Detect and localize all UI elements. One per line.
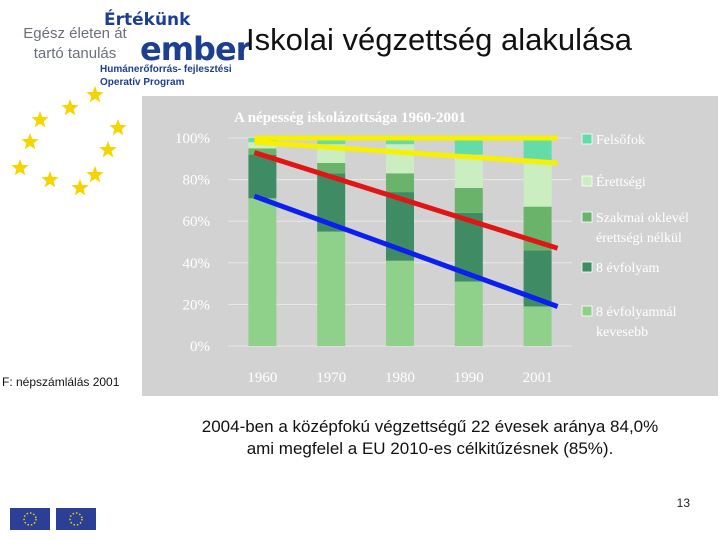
x-tick-label: 1970 xyxy=(316,370,346,386)
eu-flag-icon xyxy=(56,508,96,530)
trend-line xyxy=(253,193,559,309)
legend-swatch xyxy=(581,305,593,317)
x-tick-label: 1960 xyxy=(247,370,277,386)
trend-line xyxy=(253,150,559,251)
source-note: F: népszámlálás 2001 xyxy=(2,375,140,395)
caption: 2004-ben a középfokú végzettségű 22 éves… xyxy=(150,416,710,460)
page-number: 13 xyxy=(676,496,690,510)
star-icon xyxy=(86,86,104,103)
slide-title: Iskolai végzettség alakulása xyxy=(246,22,633,57)
y-tick-label: 20% xyxy=(183,297,211,313)
legend-label: Felsőfok xyxy=(596,133,645,148)
bar-segment xyxy=(386,260,414,346)
bar-segment xyxy=(386,173,414,193)
brand-line2: ember xyxy=(140,30,251,68)
legend-swatch xyxy=(581,261,593,273)
legend-label: 8 évfolyamnál kevesebb xyxy=(596,305,677,340)
bar-segment xyxy=(248,142,277,149)
bar-segment xyxy=(386,144,414,174)
bar-segment xyxy=(317,162,346,174)
x-tick-label: 1990 xyxy=(454,370,484,386)
logo-left-line1: Egész életen át xyxy=(23,25,127,42)
y-tick-label: 0% xyxy=(190,339,210,355)
y-tick-label: 100% xyxy=(175,131,210,147)
logo-left-line2: tartó tanulás xyxy=(33,45,117,62)
y-tick-label: 60% xyxy=(183,214,211,230)
y-tick-label: 40% xyxy=(183,256,211,272)
eu-stars-decoration xyxy=(11,86,127,196)
star-icon xyxy=(41,171,59,188)
caption-line2: ami megfelel a EU 2010-es célkitűzésnek … xyxy=(246,439,614,458)
brand-line4: Operatív Program xyxy=(100,77,185,88)
legend-label: Érettségi xyxy=(596,173,646,190)
bar-segment xyxy=(523,162,552,207)
bar-segment xyxy=(317,231,346,346)
legend-label: Szakmai oklevél érettségi nélkül xyxy=(596,211,689,246)
bar-segment xyxy=(248,154,277,199)
bar-segment xyxy=(317,138,346,145)
bar-segment xyxy=(454,154,483,188)
brand-line3: Humánerőforrás- fejlesztési xyxy=(100,64,232,75)
star-icon xyxy=(11,159,29,176)
stacked-bar-chart: A népesség iskolázottsága 1960-2001 0% 20… xyxy=(175,110,689,386)
eu-flag-icon xyxy=(10,508,50,530)
chart-title: A népesség iskolázottsága 1960-2001 xyxy=(234,110,466,126)
bar-segment xyxy=(523,306,552,346)
star-icon xyxy=(109,119,127,136)
bar-segment xyxy=(454,281,483,346)
chart-area: A népesség iskolázottsága 1960-2001 0% 20… xyxy=(142,96,718,396)
bar-segment xyxy=(454,138,483,155)
lifelong-learning-logo: Egész életen át tartó tanulás xyxy=(0,24,150,64)
legend-label: 8 évfolyam xyxy=(596,261,659,276)
y-tick-label: 80% xyxy=(183,173,211,189)
star-icon xyxy=(86,166,104,183)
brand-line1: Értékünk xyxy=(104,10,191,30)
legend-swatch xyxy=(581,133,593,145)
bar-segment xyxy=(248,198,277,346)
bar-segment xyxy=(248,148,277,155)
x-tick-label: 2001 xyxy=(523,370,553,386)
bar-segment xyxy=(386,138,414,145)
legend-swatch xyxy=(581,211,593,223)
x-tick-label: 1980 xyxy=(385,370,415,386)
star-icon xyxy=(21,133,39,150)
star-icon xyxy=(71,179,89,196)
trend-line xyxy=(254,139,558,166)
star-icon xyxy=(99,141,117,158)
star-icon xyxy=(61,99,79,116)
star-icon xyxy=(31,111,49,128)
bar-segment xyxy=(454,187,483,213)
caption-line1: 2004-ben a középfokú végzettségű 22 éves… xyxy=(201,417,659,436)
legend-swatch xyxy=(581,175,593,187)
